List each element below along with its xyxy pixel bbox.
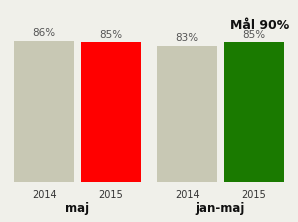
Text: maj: maj	[66, 202, 89, 215]
Text: 2015: 2015	[241, 190, 266, 200]
Bar	[224, 42, 284, 182]
Bar	[81, 42, 141, 182]
Text: 86%: 86%	[32, 28, 56, 38]
Text: 2014: 2014	[175, 190, 199, 200]
Text: 85%: 85%	[99, 30, 122, 40]
Text: 2015: 2015	[98, 190, 123, 200]
Bar	[157, 46, 217, 182]
Bar	[14, 41, 74, 182]
Text: jan-maj: jan-maj	[196, 202, 245, 215]
Text: 83%: 83%	[176, 33, 199, 43]
Text: Mål 90%: Mål 90%	[230, 19, 289, 32]
Text: 2014: 2014	[32, 190, 56, 200]
Text: 85%: 85%	[242, 30, 266, 40]
